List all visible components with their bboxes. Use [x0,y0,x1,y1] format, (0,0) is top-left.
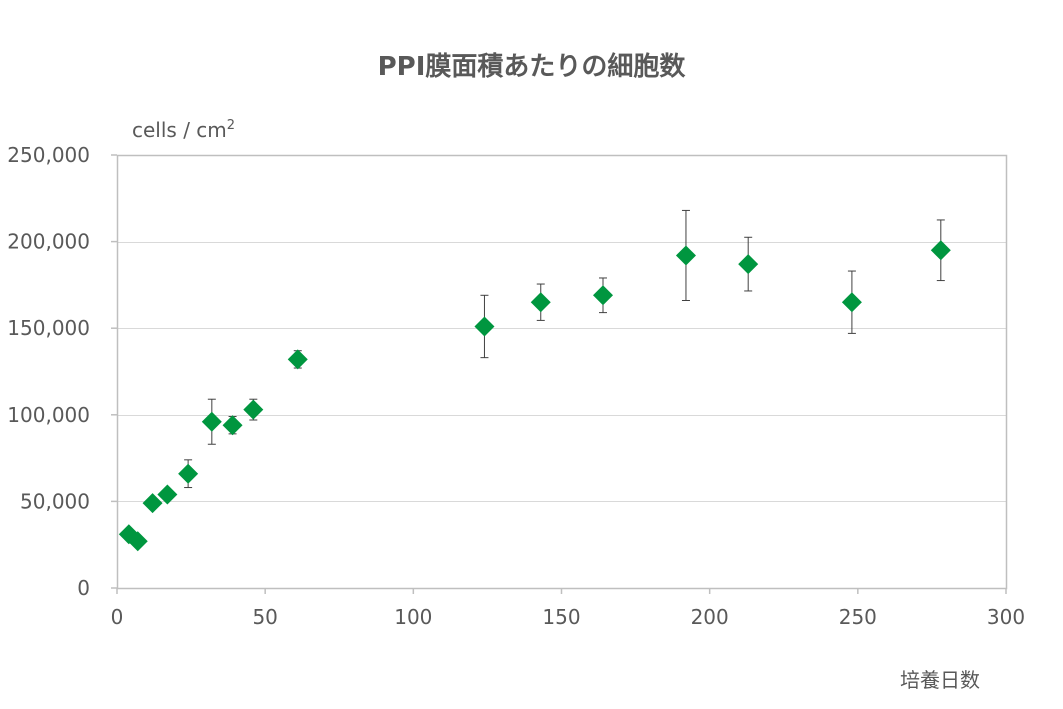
data-point [222,415,243,436]
x-tick-label: 50 [252,605,277,629]
gridlines [117,155,1006,502]
data-point [157,484,178,505]
x-tick-label: 200 [691,605,729,629]
x-tick-label: 0 [111,605,124,629]
data-point [592,285,613,306]
data-point [287,349,308,370]
axes [111,154,1008,594]
y-tick-label: 200,000 [7,230,90,254]
data-point [675,245,696,266]
chart-title: PPI膜面積あたりの細胞数 [377,52,686,82]
data-point [142,493,163,514]
x-tick-label: 250 [839,605,877,629]
y-tick-label: 150,000 [7,316,90,340]
data-point [178,463,199,484]
data-point [738,254,759,275]
data-point [530,292,551,313]
data-point [127,531,148,552]
y-axis-unit-superscript: 2 [226,118,236,133]
y-axis-unit-text: cells / cm [132,118,227,142]
y-tick-label: 0 [77,576,90,600]
y-axis-unit-label: cells / cm2 [132,118,235,142]
data-point [841,292,862,313]
plot-area-border [116,154,1008,590]
data-point [930,240,951,261]
y-tick-label: 100,000 [7,403,90,427]
tick-labels: 0 50 100 150 200 250 300 0 50,000 100,000 150,000 2… [7,143,1025,629]
data-points [118,240,951,552]
x-tick-label: 150 [542,605,580,629]
y-tick-label: 250,000 [7,143,90,167]
data-point [243,399,264,420]
x-tick-label: 300 [987,605,1025,629]
error-bars [184,209,945,489]
data-point [474,316,495,337]
data-point [201,411,222,432]
x-tick-label: 100 [394,605,432,629]
x-axis-label: 培養日数 [900,668,980,692]
y-tick-label: 50,000 [20,489,90,513]
